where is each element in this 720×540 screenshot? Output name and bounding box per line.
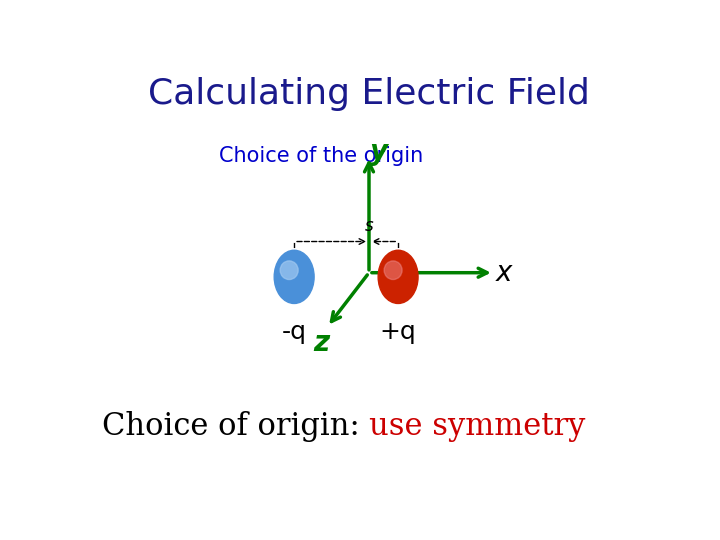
Ellipse shape — [384, 261, 402, 280]
Ellipse shape — [378, 250, 418, 303]
Text: Choice of the origin: Choice of the origin — [220, 146, 423, 166]
Ellipse shape — [280, 261, 298, 280]
Text: use symmetry: use symmetry — [369, 411, 585, 442]
Ellipse shape — [274, 250, 314, 303]
Text: z: z — [313, 329, 329, 357]
Text: y: y — [370, 138, 389, 166]
Text: -q: -q — [282, 320, 307, 344]
Text: s: s — [365, 217, 373, 235]
Text: Calculating Electric Field: Calculating Electric Field — [148, 77, 590, 111]
Text: +q: +q — [379, 320, 416, 344]
Text: Choice of origin:: Choice of origin: — [102, 411, 369, 442]
Text: x: x — [496, 259, 513, 287]
